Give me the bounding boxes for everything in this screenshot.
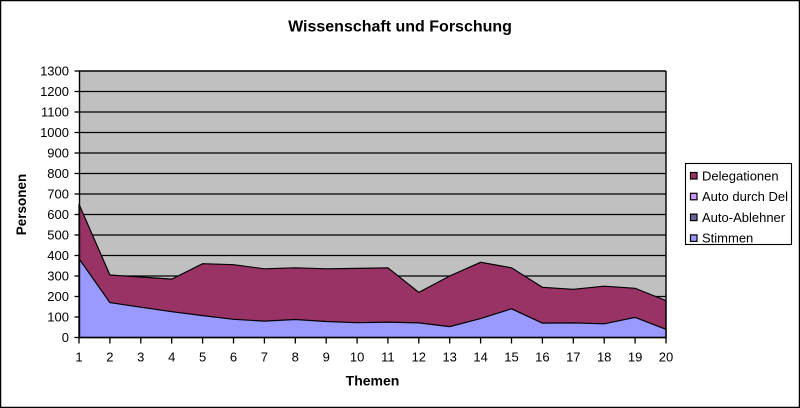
- svg-text:Stimmen: Stimmen: [702, 231, 753, 246]
- svg-text:11: 11: [381, 350, 395, 365]
- svg-text:3: 3: [137, 350, 144, 365]
- svg-text:Personen: Personen: [14, 174, 29, 236]
- svg-text:17: 17: [566, 350, 580, 365]
- svg-text:1100: 1100: [41, 105, 69, 120]
- svg-text:Auto durch Del: Auto durch Del: [702, 189, 788, 204]
- svg-text:4: 4: [168, 350, 175, 365]
- svg-text:Wissenschaft und Forschung: Wissenschaft und Forschung: [288, 19, 512, 36]
- svg-text:900: 900: [47, 146, 69, 161]
- svg-text:14: 14: [473, 350, 487, 365]
- svg-text:Themen: Themen: [346, 373, 400, 389]
- svg-text:100: 100: [47, 310, 69, 325]
- svg-text:5: 5: [199, 350, 206, 365]
- svg-text:12: 12: [412, 350, 426, 365]
- svg-text:19: 19: [628, 350, 642, 365]
- svg-text:9: 9: [323, 350, 330, 365]
- svg-text:600: 600: [47, 207, 69, 222]
- svg-text:8: 8: [292, 350, 299, 365]
- svg-text:1: 1: [75, 350, 82, 365]
- svg-text:300: 300: [47, 269, 69, 284]
- svg-text:2: 2: [106, 350, 113, 365]
- svg-text:15: 15: [504, 350, 518, 365]
- svg-text:16: 16: [535, 350, 549, 365]
- svg-text:1000: 1000: [40, 125, 69, 140]
- svg-text:200: 200: [47, 289, 69, 304]
- svg-text:18: 18: [597, 350, 611, 365]
- svg-text:1200: 1200: [40, 84, 69, 99]
- svg-text:20: 20: [659, 350, 673, 365]
- svg-text:10: 10: [350, 350, 364, 365]
- svg-text:800: 800: [47, 166, 69, 181]
- svg-text:6: 6: [230, 350, 237, 365]
- svg-text:Auto-Ablehner: Auto-Ablehner: [702, 210, 786, 225]
- svg-text:7: 7: [261, 350, 268, 365]
- svg-text:0: 0: [62, 330, 69, 345]
- svg-text:13: 13: [442, 350, 456, 365]
- svg-text:500: 500: [47, 228, 69, 243]
- svg-text:1300: 1300: [40, 64, 69, 79]
- svg-text:Delegationen: Delegationen: [702, 168, 779, 183]
- svg-text:400: 400: [47, 248, 69, 263]
- svg-text:700: 700: [47, 187, 69, 202]
